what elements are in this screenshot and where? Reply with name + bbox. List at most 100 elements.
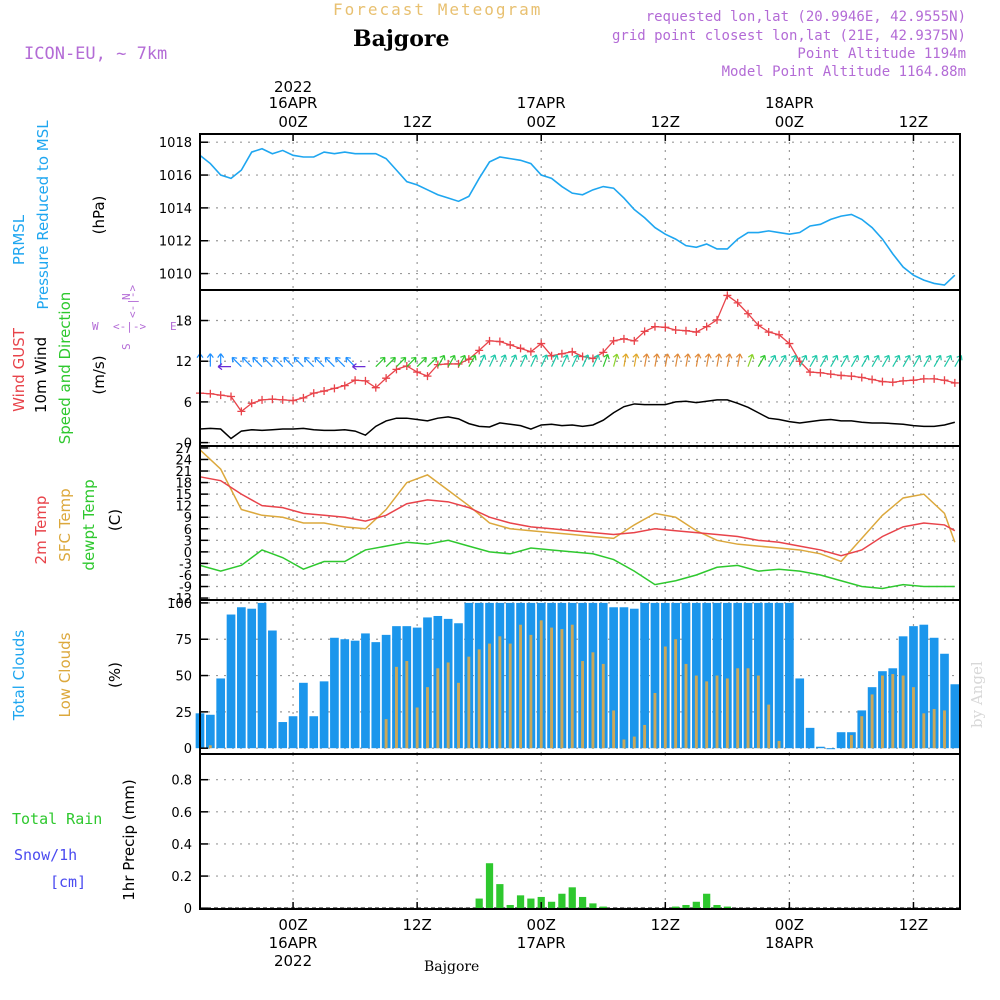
- wind-gust-marker: [930, 374, 939, 383]
- total-cloud-bar: [330, 637, 339, 749]
- rain-bar: [496, 884, 504, 909]
- wind-gust-marker: [816, 368, 825, 377]
- requested-coordinates: requested lon,lat (20.9946E, 42.9555N): [645, 9, 966, 25]
- low-cloud-bar: [653, 692, 657, 749]
- total-cloud-bar: [268, 630, 277, 749]
- low-cloud-bar: [643, 724, 647, 749]
- wind-gust-marker: [330, 384, 339, 393]
- compass-south: S: [120, 343, 133, 350]
- wind-gust-marker: [744, 309, 753, 318]
- total-cloud-bar: [795, 678, 805, 749]
- top-axis-date-16apr: 16APR: [269, 94, 318, 112]
- wind-direction-arrow: [912, 354, 922, 367]
- rain-bar: [723, 906, 731, 909]
- low-cloud-bar: [591, 652, 595, 749]
- wind-direction-arrow: [283, 356, 294, 368]
- axis-ticks: 10101012101410161018061218-12-9-6-303691…: [159, 134, 915, 917]
- wind-gust-marker: [733, 298, 742, 307]
- low-cloud-bar: [384, 719, 388, 749]
- low-cloud-bar: [674, 639, 678, 749]
- low-cloud-bar: [777, 740, 781, 749]
- wind-direction-arrow: [757, 354, 767, 367]
- low-cloud-bar: [684, 663, 688, 749]
- low-cloud-bar: [746, 668, 750, 749]
- bottom-axis-date-17apr: 17APR: [517, 934, 566, 952]
- wind-direction-arrow: [943, 354, 953, 367]
- label-prmsl: PRMSL: [10, 214, 28, 265]
- wind-compass: N S W E <-|-> <-|->: [92, 285, 177, 350]
- compass-north: N: [120, 293, 133, 300]
- bottom-axis-00z-18apr: 00Z: [775, 916, 804, 934]
- y-tick-label: 27: [175, 442, 192, 457]
- panel-labels: PRMSL Pressure Reduced to MSL (hPa) Wind…: [10, 120, 138, 901]
- y-tick-label: 1018: [159, 136, 192, 151]
- y-tick-label: 18: [175, 315, 192, 330]
- wind-gust-marker: [526, 347, 535, 356]
- wind-gust-marker: [650, 322, 659, 331]
- rain-bar: [506, 904, 514, 909]
- low-cloud-bar: [705, 681, 709, 749]
- wind-gust-marker: [361, 376, 370, 385]
- bottom-axis-date-16apr: 16APR: [269, 934, 318, 952]
- wind-gust-marker: [268, 395, 277, 404]
- wind-gust-marker: [640, 327, 649, 336]
- y-tick-label: 1012: [159, 235, 192, 250]
- wind-gust-marker: [320, 387, 329, 396]
- wind-gust-marker: [423, 372, 432, 381]
- wind-direction-arrow: [488, 354, 497, 367]
- y-tick-label: 3: [184, 534, 192, 549]
- total-cloud-bar: [919, 624, 929, 749]
- label-low-clouds: Low Clouds: [56, 632, 74, 717]
- top-axis-00z-16apr: 00Z: [278, 113, 307, 131]
- wind-direction-arrow: [571, 354, 580, 367]
- wind-gust-marker: [495, 337, 504, 346]
- label-wind-unit: (m/s): [90, 355, 108, 394]
- y-tick-label: 0: [184, 546, 192, 561]
- label-wind-speed-direction: Speed and Direction: [56, 292, 74, 445]
- wind-gust-marker: [806, 368, 815, 377]
- wind-direction-arrow: [396, 356, 407, 368]
- wind-direction-arrow: [447, 354, 456, 367]
- wind-direction-arrow: [788, 354, 798, 367]
- wind-direction-arrow: [735, 353, 743, 367]
- wind-direction-arrow: [540, 354, 549, 367]
- low-cloud-bar: [550, 627, 554, 749]
- wind-direction-arrow: [272, 356, 284, 368]
- total-cloud-bar: [299, 682, 308, 749]
- label-2m-temp: 2m Temp: [32, 496, 50, 565]
- y-tick-label: 21: [175, 465, 192, 480]
- wind-gust-marker: [826, 370, 835, 379]
- grid-point-coordinates: grid point closest lon,lat (21E, 42.9375…: [611, 28, 966, 44]
- y-tick-label: 6: [184, 523, 192, 538]
- wind-gust-marker: [671, 326, 680, 335]
- wind-gust-marker: [382, 374, 391, 383]
- y-tick-label: 0: [184, 437, 192, 452]
- top-time-axis: 2022 16APR 00Z 12Z 17APR 00Z 12Z 18APR 0…: [269, 78, 929, 131]
- wind-gust-marker: [485, 336, 494, 345]
- wind-direction-arrow: [892, 354, 901, 367]
- wind-gust-marker: [847, 372, 856, 381]
- rain-bar: [485, 863, 494, 909]
- wind-direction-arrow: [902, 354, 911, 367]
- wind-direction-arrow: [632, 353, 640, 367]
- low-cloud-bar: [632, 736, 636, 749]
- y-tick-label: 0.4: [171, 838, 192, 853]
- wind-gust-marker: [309, 389, 318, 398]
- low-cloud-bar: [849, 735, 853, 749]
- wind-gust-marker: [340, 381, 349, 390]
- rain-bar: [527, 898, 535, 909]
- total-cloud-bar: [609, 607, 618, 749]
- total-cloud-bar: [257, 602, 267, 749]
- wind-gust-marker: [713, 315, 722, 324]
- wind-direction-arrow: [478, 354, 487, 367]
- point-altitude: Point Altitude 1194m: [797, 46, 966, 62]
- wind-direction-arrow: [861, 354, 870, 367]
- y-tick-label: 75: [175, 633, 192, 648]
- wind-direction-arrow: [653, 353, 661, 367]
- wind-gust-marker: [351, 376, 360, 385]
- total-cloud-bar: [423, 617, 432, 749]
- wind-gust-marker: [609, 336, 618, 345]
- total-cloud-bar: [340, 639, 350, 749]
- low-cloud-bar: [529, 634, 533, 749]
- low-cloud-bar: [756, 675, 760, 749]
